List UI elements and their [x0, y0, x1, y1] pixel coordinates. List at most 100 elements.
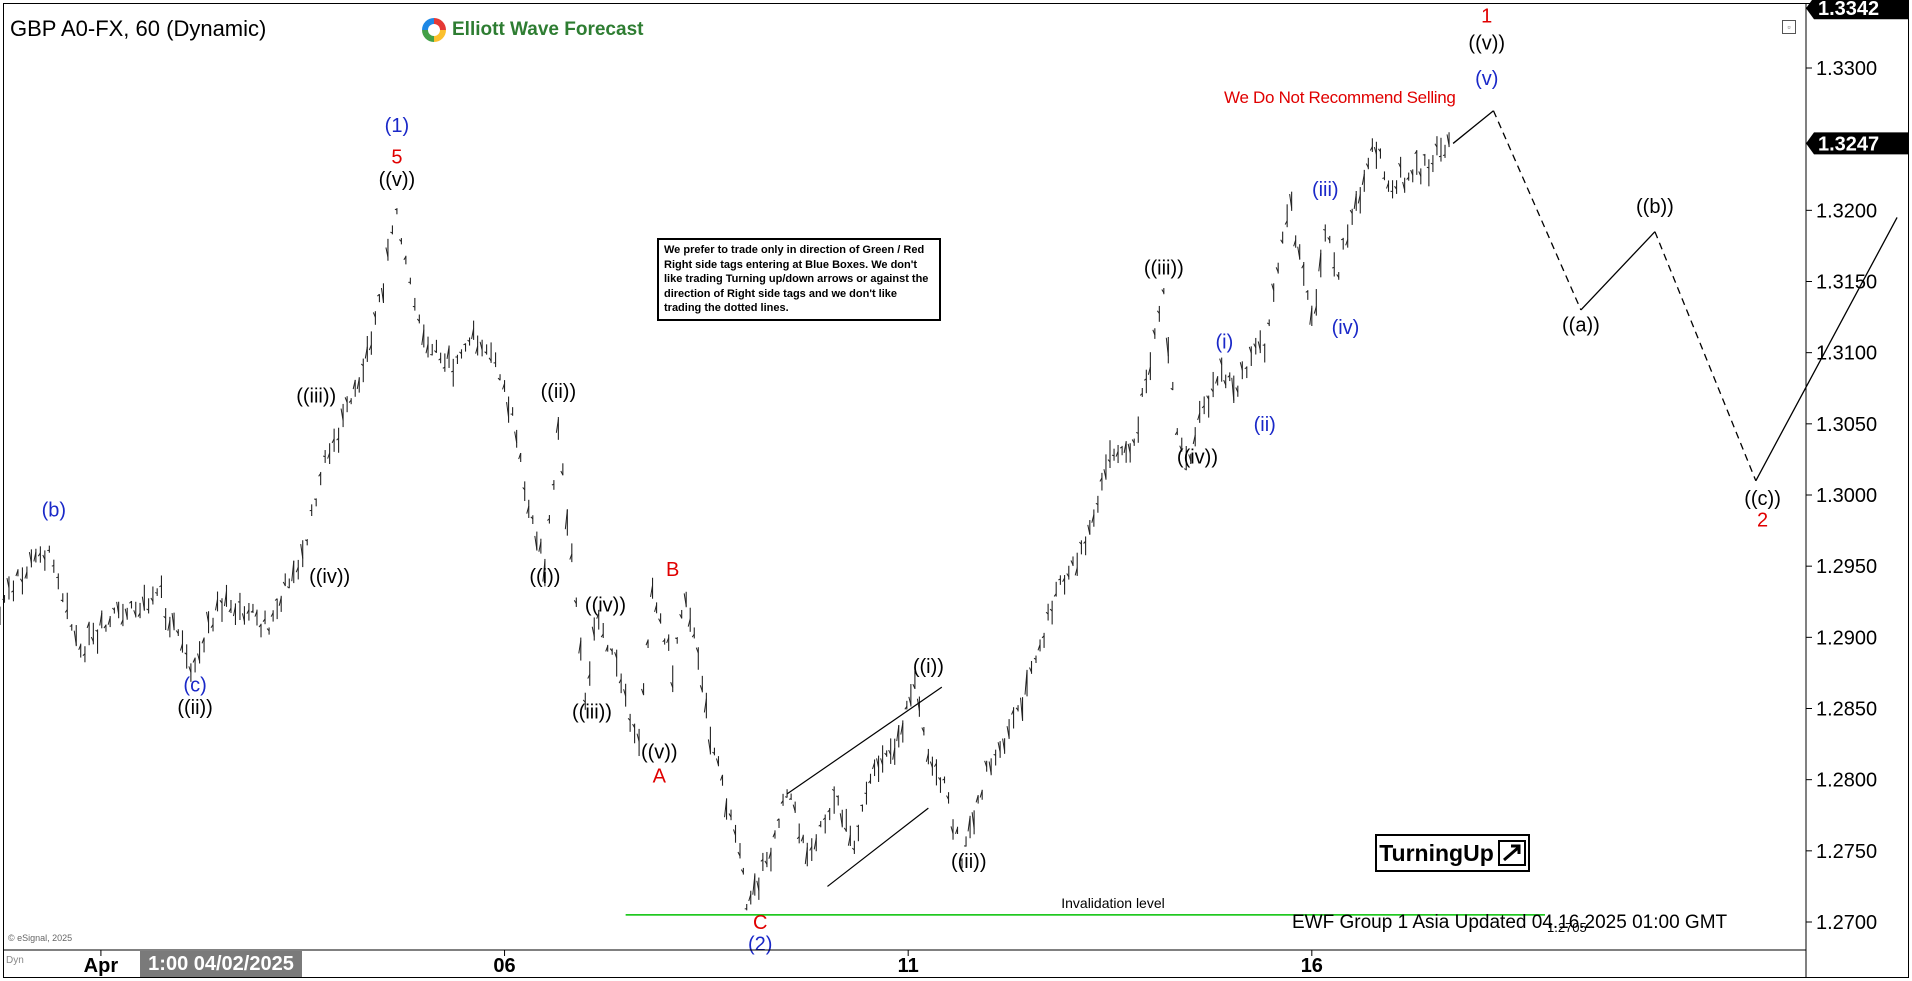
- price-bar-tick: [15, 569, 19, 577]
- price-bar-tick: [141, 596, 145, 610]
- price-bar-tick: [764, 860, 768, 865]
- update-footer: EWF Group 1 Asia Updated 04.16.2025 01:0…: [1292, 912, 1728, 933]
- dyn-label[interactable]: Dyn: [6, 955, 24, 966]
- price-bar-tick: [390, 231, 393, 234]
- price-bar-tick: [1313, 306, 1317, 314]
- price-bar-tick: [650, 585, 654, 598]
- price-bar-tick: [756, 880, 760, 891]
- price-bar-tick: [1373, 146, 1377, 155]
- price-bar-tick: [514, 431, 518, 444]
- price-bar-tick: [1402, 181, 1406, 191]
- arrow-up-right-icon: [1497, 840, 1526, 866]
- wave-label: ((ii)): [541, 381, 577, 403]
- price-bar-tick: [356, 378, 360, 390]
- price-bar-tick: [184, 652, 188, 655]
- price-bar-tick: [1365, 163, 1369, 168]
- price-bar-tick: [687, 618, 691, 627]
- price-bar-tick: [925, 753, 929, 762]
- price-bar-tick: [137, 612, 141, 617]
- price-bar-tick: [614, 652, 618, 659]
- price-bar-tick: [822, 817, 826, 821]
- price-bar-tick: [831, 788, 835, 792]
- price-bar-tick: [331, 438, 335, 444]
- price-bar-tick: [1442, 154, 1446, 157]
- price-bar-tick: [107, 617, 111, 625]
- axes: 1.2700 1.2750 1.2800 1.2850 1.2900 1.2950 1.30…: [4, 0, 1909, 978]
- projection-line: [1492, 110, 1582, 311]
- price-bar-tick: [1438, 155, 1442, 158]
- price-bar-tick: [1079, 541, 1082, 545]
- price-bar-tick: [1136, 432, 1139, 434]
- y-tick-label: 1.3000: [1816, 485, 1877, 507]
- price-bar-tick: [175, 630, 179, 634]
- wave-label: C: [753, 912, 767, 934]
- price-bar-tick: [254, 610, 258, 617]
- price-bar-tick: [24, 571, 28, 579]
- price-bar-tick: [42, 554, 46, 560]
- price-bar-tick: [1275, 267, 1279, 273]
- wave-label: A: [653, 766, 667, 788]
- price-bar-tick: [467, 339, 470, 342]
- price-bar-tick: [1235, 387, 1239, 393]
- price-bar-tick: [1066, 573, 1070, 578]
- price-bar-tick: [215, 599, 219, 611]
- price-bar-tick: [988, 761, 992, 775]
- price-bar-tick: [707, 739, 711, 753]
- trading-notice: We prefer to trade only in direction of …: [657, 238, 941, 321]
- price-bar-tick: [839, 813, 843, 827]
- price-bar-tick: [1318, 253, 1322, 272]
- price-bar-tick: [278, 597, 282, 606]
- price-bar-tick: [33, 551, 37, 562]
- price-bar-tick: [129, 600, 132, 604]
- price-bar-tick: [348, 399, 352, 403]
- price-bar-tick: [399, 239, 402, 242]
- price-bar-tick: [551, 483, 555, 486]
- price-bar-tick: [197, 653, 201, 662]
- price-bar-tick: [364, 346, 368, 359]
- price-bar-tick: [286, 586, 290, 589]
- price-bar-tick: [1197, 412, 1201, 421]
- price-bar-tick: [64, 609, 68, 613]
- price-bar-tick: [1301, 264, 1305, 269]
- wave-label: (iv): [1332, 317, 1360, 339]
- price-bar-tick: [880, 758, 884, 766]
- price-bar-tick: [1161, 289, 1165, 294]
- price-bar-tick: [1378, 148, 1381, 153]
- price-bar-tick: [1002, 738, 1006, 752]
- price-bar-tick: [1206, 395, 1210, 400]
- price-bar-tick: [916, 698, 920, 711]
- wave-label: ((i)): [913, 656, 944, 678]
- price-bar-tick: [967, 816, 971, 832]
- price-bar-tick: [892, 747, 896, 760]
- price-bar-tick: [560, 470, 564, 476]
- price-bar-tick: [60, 599, 63, 602]
- price-bar-tick: [748, 894, 752, 902]
- price-bar-tick: [154, 592, 158, 594]
- price-bar-tick: [336, 437, 339, 441]
- restore-icon[interactable]: ▫: [1782, 20, 1796, 34]
- price-bar-tick: [1382, 177, 1385, 179]
- price-bar-tick: [1426, 166, 1430, 169]
- price-bar-tick: [1231, 377, 1235, 401]
- price-bar-tick: [776, 818, 780, 821]
- cursor-date-label: 1:00 04/02/2025: [140, 951, 302, 977]
- price-bar-tick: [518, 452, 522, 460]
- price-bar-tick: [90, 636, 94, 642]
- wave-label: ((ii)): [951, 851, 987, 873]
- price-bar-tick: [1418, 171, 1422, 177]
- price-bar-tick: [555, 419, 559, 433]
- price-bar-tick: [116, 601, 120, 615]
- price-bar-tick: [997, 742, 1001, 753]
- price-bar-tick: [1147, 366, 1151, 375]
- price-bar-tick: [471, 328, 475, 340]
- price-bar-tick: [1297, 246, 1301, 259]
- invalidation-label: Invalidation level: [1061, 895, 1165, 911]
- price-bar-tick: [451, 370, 454, 373]
- price-bar-tick: [459, 351, 462, 355]
- price-bar-tick: [818, 824, 822, 827]
- price-bar-tick: [666, 637, 670, 644]
- price-bar-tick: [1179, 445, 1183, 452]
- price-bar-tick: [360, 363, 364, 367]
- price-bar-tick: [219, 600, 223, 604]
